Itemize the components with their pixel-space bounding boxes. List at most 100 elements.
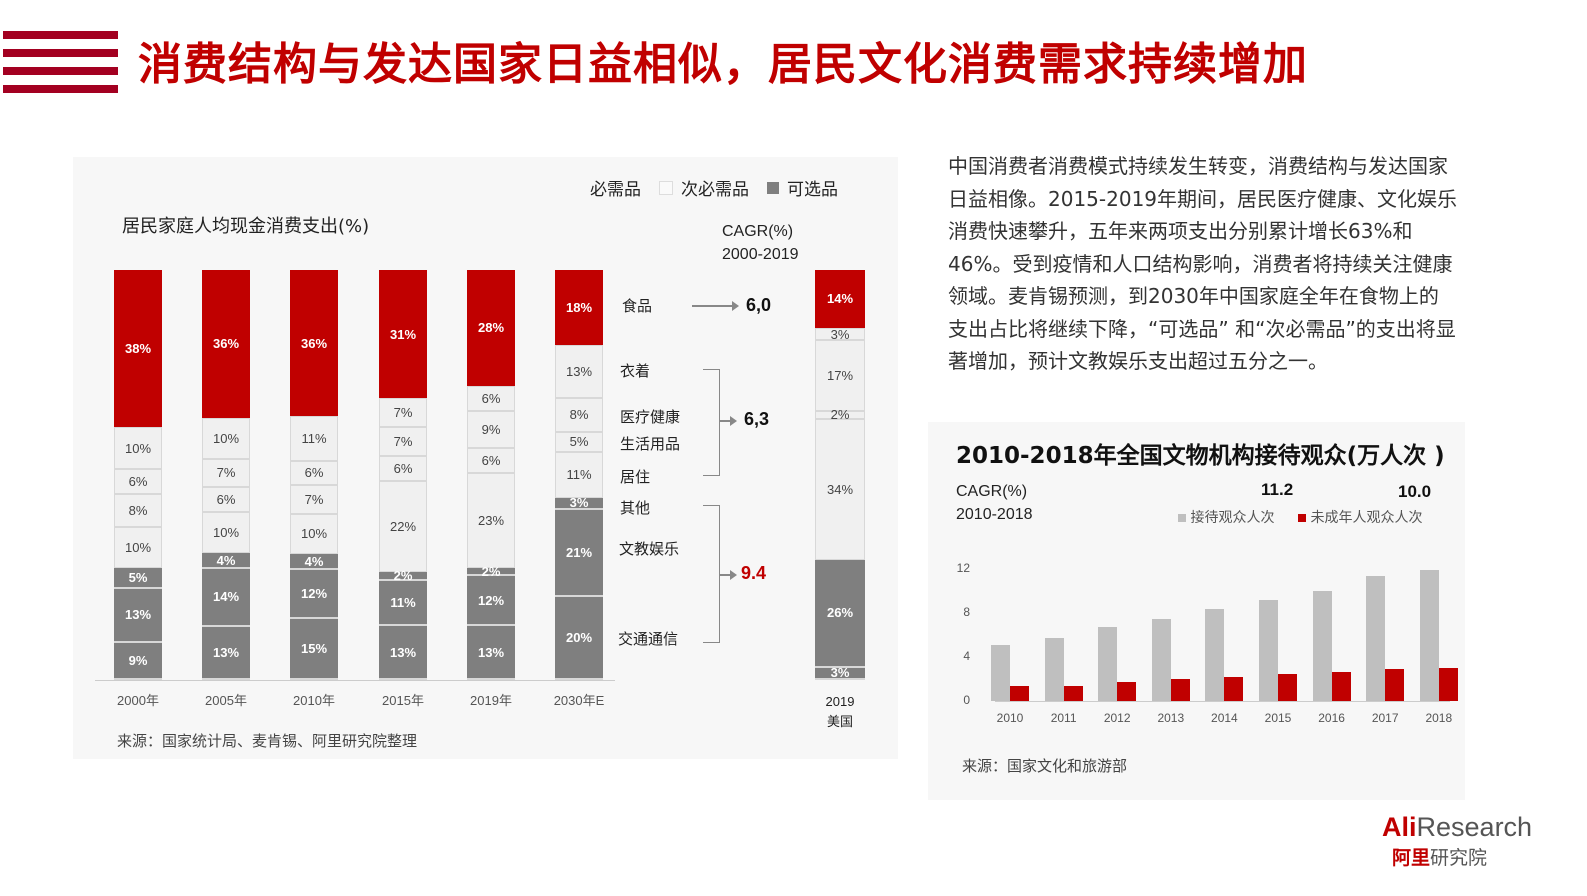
bar-segment: 10% <box>202 417 250 459</box>
bar-segment: 23% <box>467 472 515 569</box>
minors-bar <box>1331 672 1351 701</box>
visitors-bar <box>1366 575 1386 701</box>
bracket3-arrow-head-icon <box>730 570 737 580</box>
food-arrow-line <box>692 305 734 307</box>
us-bar-label: 2019 美国 <box>800 692 880 732</box>
legend-optional: 可选品 <box>787 180 838 200</box>
bar-segment: 11% <box>379 580 427 627</box>
bar-segment: 7% <box>379 398 427 428</box>
visitors-bar <box>1098 627 1118 701</box>
minors-bar <box>1010 685 1029 701</box>
minors-bar <box>1063 685 1083 701</box>
legend-minors: 未成年人观众人次 <box>1298 507 1422 527</box>
us-bar-country: 美国 <box>826 714 853 729</box>
bar-segment: 2% <box>815 407 865 422</box>
stacked-bar-5: 18% 13% 8% 5% 11% 3% 21% 20% <box>555 270 603 680</box>
bar-segment: 10% <box>114 427 162 469</box>
right-source: 来源：国家文化和旅游部 <box>962 757 1128 775</box>
museum-chart-title: 2010-2018年全国文物机构接待观众(万人次 ) <box>956 443 1445 469</box>
logo-ali: Ali <box>1382 812 1417 842</box>
x-axis-label: 2018 <box>1425 711 1453 725</box>
minors-bar <box>1278 673 1297 701</box>
minors-bar <box>1117 682 1137 701</box>
visitors-bar <box>1205 608 1225 701</box>
bar-segment: 6% <box>467 385 515 411</box>
bar-segment: 5% <box>114 568 162 589</box>
bracket2-vertical <box>719 369 720 476</box>
legend-swatch-minors <box>1298 514 1306 522</box>
legend-visitors-label: 接待观众人次 <box>1190 510 1275 526</box>
bar-segment: 12% <box>467 576 515 627</box>
aliresearch-logo: AliResearch 阿里研究院 <box>1382 812 1532 870</box>
x-axis-label: 2014 <box>1211 711 1238 725</box>
bar-segment: 6% <box>114 468 162 494</box>
logo-english: AliResearch <box>1382 812 1532 843</box>
cagr-header-label: CAGR(%) <box>722 223 794 240</box>
bar-segment: 11% <box>555 452 603 498</box>
bar-segment: 3% <box>815 665 865 680</box>
cagr-header-period: 2000-2019 <box>722 246 799 263</box>
bar-segment: 10% <box>202 511 250 553</box>
visitors-bar <box>991 644 1010 701</box>
legend-swatch-optional <box>767 181 779 194</box>
stacked-bar-0: 38% 10% 6% 8% 10% 5% 13% 9% <box>114 270 162 680</box>
bar-segment: 36% <box>202 270 250 418</box>
visitors-bar <box>1312 591 1332 701</box>
stacked-bar-4: 28% 6% 9% 6% 23% 2% 12% 13% <box>467 270 515 680</box>
x-axis-label: 2017 <box>1371 711 1399 725</box>
cagr-food-value: 6,0 <box>746 295 772 315</box>
bar-segment: 4% <box>202 553 250 570</box>
bar-segment: 13% <box>202 626 250 680</box>
consumption-chart-legend: 必需品 次必需品 可选品 <box>590 175 838 200</box>
category-clothing: 衣着 <box>620 362 651 380</box>
bar-segment: 6% <box>202 487 250 512</box>
logo-chinese: 阿里研究院 <box>1392 843 1532 870</box>
x-axis-label: 2011 <box>1050 711 1077 725</box>
food-arrow-head-icon <box>732 301 739 311</box>
bar-segment: 14% <box>815 270 865 328</box>
legend-minors-label: 未成年人观众人次 <box>1310 510 1423 526</box>
bracket3-top <box>703 505 719 506</box>
x-axis-label: 2016 <box>1318 711 1345 725</box>
bracket3-arrow <box>720 574 732 576</box>
bar-segment: 13% <box>555 344 603 399</box>
bar-segment: 7% <box>202 458 250 488</box>
bar-segment: 12% <box>290 570 338 620</box>
bracket2-arrow <box>720 420 732 422</box>
x-axis-label: 2012 <box>1103 711 1131 725</box>
x-axis-label: 2030年E <box>553 693 605 708</box>
cagr-header: CAGR(%) 2000-2019 <box>722 220 799 266</box>
bar-segment: 5% <box>555 431 603 453</box>
visitors-bar <box>1044 638 1064 701</box>
bar-segment: 9% <box>467 410 515 449</box>
cagr-group3-value: 9.4 <box>741 563 767 583</box>
category-transport: 交通通信 <box>618 630 679 648</box>
category-culture: 文教娱乐 <box>619 540 680 558</box>
museum-cagr-label: CAGR(%) 2010-2018 <box>956 480 1033 526</box>
museum-cagr-title: CAGR(%) <box>956 483 1028 500</box>
bar-segment: 10% <box>114 526 162 569</box>
bar-segment: 10% <box>290 513 338 555</box>
minors-bar <box>1170 679 1190 701</box>
visitors-bar <box>1151 618 1171 701</box>
bar-segment: 2% <box>467 564 515 579</box>
x-axis-label: 2019年 <box>470 693 512 708</box>
bar-segment: 8% <box>555 398 603 432</box>
bar-segment: 14% <box>202 569 250 627</box>
x-axis-label: 2000年 <box>117 693 159 708</box>
title-stripes-decoration <box>3 31 118 93</box>
bar-segment: 31% <box>379 270 427 399</box>
page-title: 消费结构与发达国家日益相似，居民文化消费需求持续增加 <box>138 39 1308 90</box>
cagr-minors-value: 10.0 <box>1398 482 1432 501</box>
bar-segment: 13% <box>114 588 162 643</box>
bar-segment: 17% <box>815 340 865 411</box>
bar-segment: 15% <box>290 619 338 680</box>
legend-swatch-visitors <box>1178 514 1186 522</box>
logo-research: Research <box>1416 812 1533 842</box>
chart-baseline <box>95 680 615 681</box>
bar-segment: 6% <box>290 460 338 486</box>
bar-segment: 13% <box>379 626 427 680</box>
cagr-visitors-value: 11.2 <box>1261 480 1294 499</box>
bar-segment: 6% <box>467 448 515 473</box>
bar-segment: 7% <box>379 427 427 457</box>
